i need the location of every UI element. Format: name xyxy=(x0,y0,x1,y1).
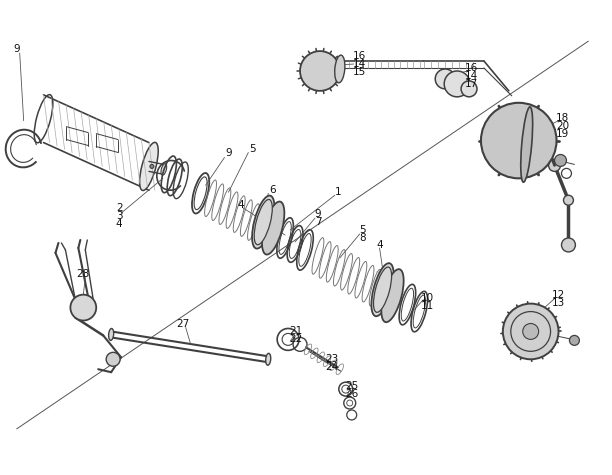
Text: 13: 13 xyxy=(552,298,565,308)
Text: 4: 4 xyxy=(116,219,122,229)
Text: 5: 5 xyxy=(359,225,366,235)
Text: 14: 14 xyxy=(465,71,477,81)
Text: 14: 14 xyxy=(353,59,367,69)
Circle shape xyxy=(503,304,559,359)
Text: 9: 9 xyxy=(315,209,321,219)
Text: 16: 16 xyxy=(353,51,367,61)
Circle shape xyxy=(523,323,539,340)
Text: 10: 10 xyxy=(420,293,434,303)
Text: 21: 21 xyxy=(289,326,303,336)
Ellipse shape xyxy=(381,269,404,322)
Circle shape xyxy=(70,294,96,321)
Ellipse shape xyxy=(373,267,392,313)
Text: 27: 27 xyxy=(176,320,189,330)
Circle shape xyxy=(300,51,340,91)
Circle shape xyxy=(444,71,470,97)
Ellipse shape xyxy=(161,163,166,175)
Text: 4: 4 xyxy=(237,200,244,210)
Circle shape xyxy=(435,69,455,89)
Circle shape xyxy=(554,154,567,166)
Ellipse shape xyxy=(252,196,274,248)
Text: 8: 8 xyxy=(359,233,366,243)
Text: 23: 23 xyxy=(325,354,338,364)
Text: 11: 11 xyxy=(420,301,434,311)
Ellipse shape xyxy=(335,55,345,83)
Circle shape xyxy=(509,131,529,151)
Circle shape xyxy=(548,160,561,171)
Text: 18: 18 xyxy=(556,113,569,123)
Text: 4: 4 xyxy=(376,240,383,250)
Circle shape xyxy=(106,352,120,366)
Circle shape xyxy=(150,164,154,169)
Text: 15: 15 xyxy=(353,67,367,77)
Ellipse shape xyxy=(262,201,285,255)
Text: 16: 16 xyxy=(465,63,477,73)
Circle shape xyxy=(569,335,580,345)
Text: 25: 25 xyxy=(345,381,359,391)
Text: 9: 9 xyxy=(225,148,232,158)
Text: 1: 1 xyxy=(335,187,341,197)
Ellipse shape xyxy=(371,263,394,316)
Text: 26: 26 xyxy=(345,389,359,399)
Ellipse shape xyxy=(254,200,272,245)
Circle shape xyxy=(561,238,575,252)
Text: 12: 12 xyxy=(552,290,565,300)
Circle shape xyxy=(481,103,556,178)
Text: 22: 22 xyxy=(289,334,303,344)
Text: 7: 7 xyxy=(315,217,321,227)
Circle shape xyxy=(461,81,477,97)
Text: 6: 6 xyxy=(269,185,275,195)
Ellipse shape xyxy=(140,142,159,190)
Ellipse shape xyxy=(266,353,271,365)
Ellipse shape xyxy=(521,107,532,182)
Text: 3: 3 xyxy=(116,211,122,221)
Ellipse shape xyxy=(108,329,114,341)
Text: 2: 2 xyxy=(116,203,122,213)
Text: 28: 28 xyxy=(76,269,90,279)
Text: 24: 24 xyxy=(325,362,338,372)
Text: 5: 5 xyxy=(249,143,256,153)
Circle shape xyxy=(564,195,573,205)
Text: 20: 20 xyxy=(556,121,569,131)
Text: 19: 19 xyxy=(556,129,569,139)
Text: 17: 17 xyxy=(465,79,477,89)
Text: 9: 9 xyxy=(13,44,20,54)
